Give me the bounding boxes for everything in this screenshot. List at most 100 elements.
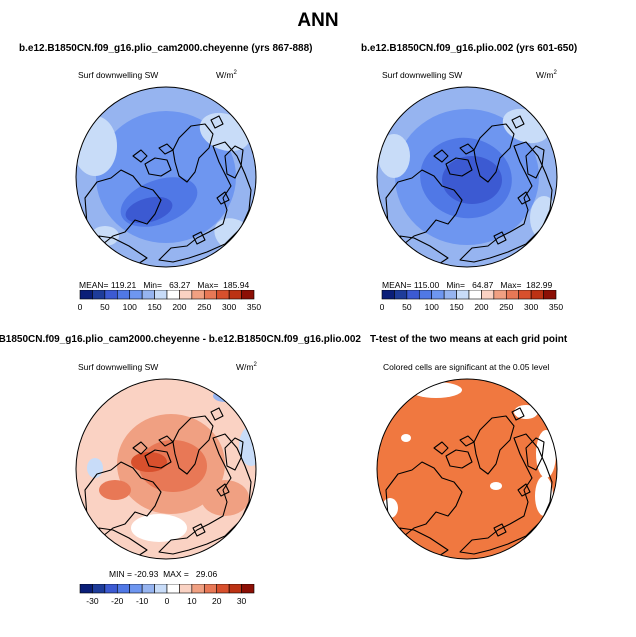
panel-2-title: b.e12.B1850CN.f09_g16.plio.002 (yrs 601-… <box>361 43 578 54</box>
colorbar-tick-label: -10 <box>136 596 149 606</box>
colorbar-swatch <box>92 584 106 594</box>
colorbar-swatch <box>116 584 131 594</box>
panel-3-stats: MIN = -20.93 MAX = 29.06 <box>109 569 218 579</box>
colorbar-swatch <box>543 290 557 300</box>
panel-3-title: b.e12.B1850CN.f09_g16.plio_cam2000.cheye… <box>0 334 361 345</box>
colorbar-swatch <box>116 290 131 300</box>
panel-2-polar-map <box>376 86 558 268</box>
colorbar-swatch <box>79 290 93 300</box>
panel-2-variable: Surf downwelling SW <box>382 70 463 80</box>
panel-3-colorbar: -30 -20 -10 0 10 20 30 <box>79 584 255 606</box>
panel-3-units: W/m2 <box>236 362 257 372</box>
colorbar-swatch <box>79 584 93 594</box>
field-contour <box>131 514 187 542</box>
coastlines <box>385 115 553 267</box>
colorbar-swatch <box>518 290 532 300</box>
colorbar-swatch <box>493 290 507 300</box>
panel-4-variable: Colored cells are significant at the 0.0… <box>383 362 550 372</box>
field-contour <box>401 434 411 442</box>
panel-4-polar-map <box>376 378 558 560</box>
field-contour <box>99 480 131 500</box>
colorbar-swatch <box>505 290 520 300</box>
colorbar-swatch <box>530 290 544 300</box>
field-contour <box>514 405 538 419</box>
colorbar-swatch <box>191 584 205 594</box>
colorbar-swatch <box>141 584 155 594</box>
colorbar-tick-label: 100 <box>123 302 137 312</box>
panel-1-units: W/m2 <box>216 70 237 80</box>
colorbar-swatch <box>154 584 168 594</box>
colorbar-swatch <box>456 290 470 300</box>
panel-3-variable: Surf downwelling SW <box>78 362 159 372</box>
colorbar-swatch <box>166 584 180 594</box>
colorbar-tick-label: 10 <box>187 596 197 606</box>
colorbar-tick-label: 20 <box>212 596 222 606</box>
panel-2-stats: MEAN= 115.00 Min= 64.87 Max= 182.99 <box>382 280 553 290</box>
colorbar-swatch <box>216 290 230 300</box>
colorbar-tick-label: 50 <box>402 302 412 312</box>
field-contour <box>213 390 237 402</box>
colorbar-swatch <box>203 584 218 594</box>
colorbar-swatch <box>179 584 193 594</box>
colorbar-swatch <box>431 290 445 300</box>
field-contour <box>536 430 556 478</box>
coastlines <box>84 115 252 267</box>
colorbar-tick-label: 300 <box>524 302 538 312</box>
colorbar-tick-label: 200 <box>474 302 488 312</box>
colorbar-tick-label: 150 <box>147 302 161 312</box>
field-contour <box>131 452 167 472</box>
map-border <box>75 86 257 268</box>
field-contour <box>87 458 103 478</box>
colorbar-tick-label: 50 <box>100 302 110 312</box>
colorbar-swatch <box>418 290 433 300</box>
colorbar-swatch <box>141 290 155 300</box>
field-contour <box>490 482 502 490</box>
field-contour <box>239 426 256 466</box>
colorbar-swatch <box>129 290 143 300</box>
colorbar-swatch <box>216 584 230 594</box>
field-contour <box>201 480 249 516</box>
field-contour <box>442 156 502 204</box>
colorbar-swatch <box>166 290 180 300</box>
colorbar-swatch <box>92 290 106 300</box>
colorbar-swatch <box>179 290 193 300</box>
map-border <box>376 86 558 268</box>
field-contour <box>378 134 410 178</box>
colorbar-swatch <box>129 584 143 594</box>
colorbar-swatch <box>394 290 408 300</box>
panel-1-colorbar: 0 50 100 150 200 250 300 350 <box>78 290 261 312</box>
map-border <box>376 378 558 560</box>
colorbar-swatch <box>203 290 218 300</box>
colorbar-tick-label: 0 <box>78 302 83 312</box>
colorbar-tick-label: 350 <box>247 302 261 312</box>
panel-3-polar-map <box>75 378 257 560</box>
colorbar-swatch <box>104 584 118 594</box>
colorbar-tick-label: -30 <box>86 596 99 606</box>
colorbar-tick-label: 250 <box>499 302 513 312</box>
panel-1-variable: Surf downwelling SW <box>78 70 159 80</box>
panel-1-title: b.e12.B1850CN.f09_g16.plio_cam2000.cheye… <box>19 43 313 54</box>
colorbar-tick-label: 0 <box>165 596 170 606</box>
colorbar-swatch <box>104 290 118 300</box>
colorbar-swatch <box>381 290 395 300</box>
colorbar-tick-label: 30 <box>237 596 247 606</box>
panel-1-stats: MEAN= 119.21 Min= 63.27 Max= 185.94 <box>79 280 250 290</box>
colorbar-swatch <box>154 290 168 300</box>
colorbar-swatch <box>241 290 255 300</box>
colorbar-swatch <box>228 584 242 594</box>
map-border <box>75 378 257 560</box>
colorbar-tick-label: 150 <box>449 302 463 312</box>
colorbar-tick-label: 350 <box>549 302 563 312</box>
panel-2-colorbar: 0 50 100 150 200 250 300 350 <box>380 290 563 312</box>
colorbar-tick-label: 0 <box>380 302 385 312</box>
colorbar-tick-label: 250 <box>197 302 211 312</box>
colorbar-swatch <box>443 290 457 300</box>
field-contour <box>125 196 173 224</box>
colorbar-tick-label: 200 <box>172 302 186 312</box>
figure-title: ANN <box>297 10 339 31</box>
colorbar-swatch <box>228 290 242 300</box>
colorbar-swatch <box>468 290 482 300</box>
colorbar-swatch <box>241 584 255 594</box>
colorbar-tick-label: 100 <box>425 302 439 312</box>
